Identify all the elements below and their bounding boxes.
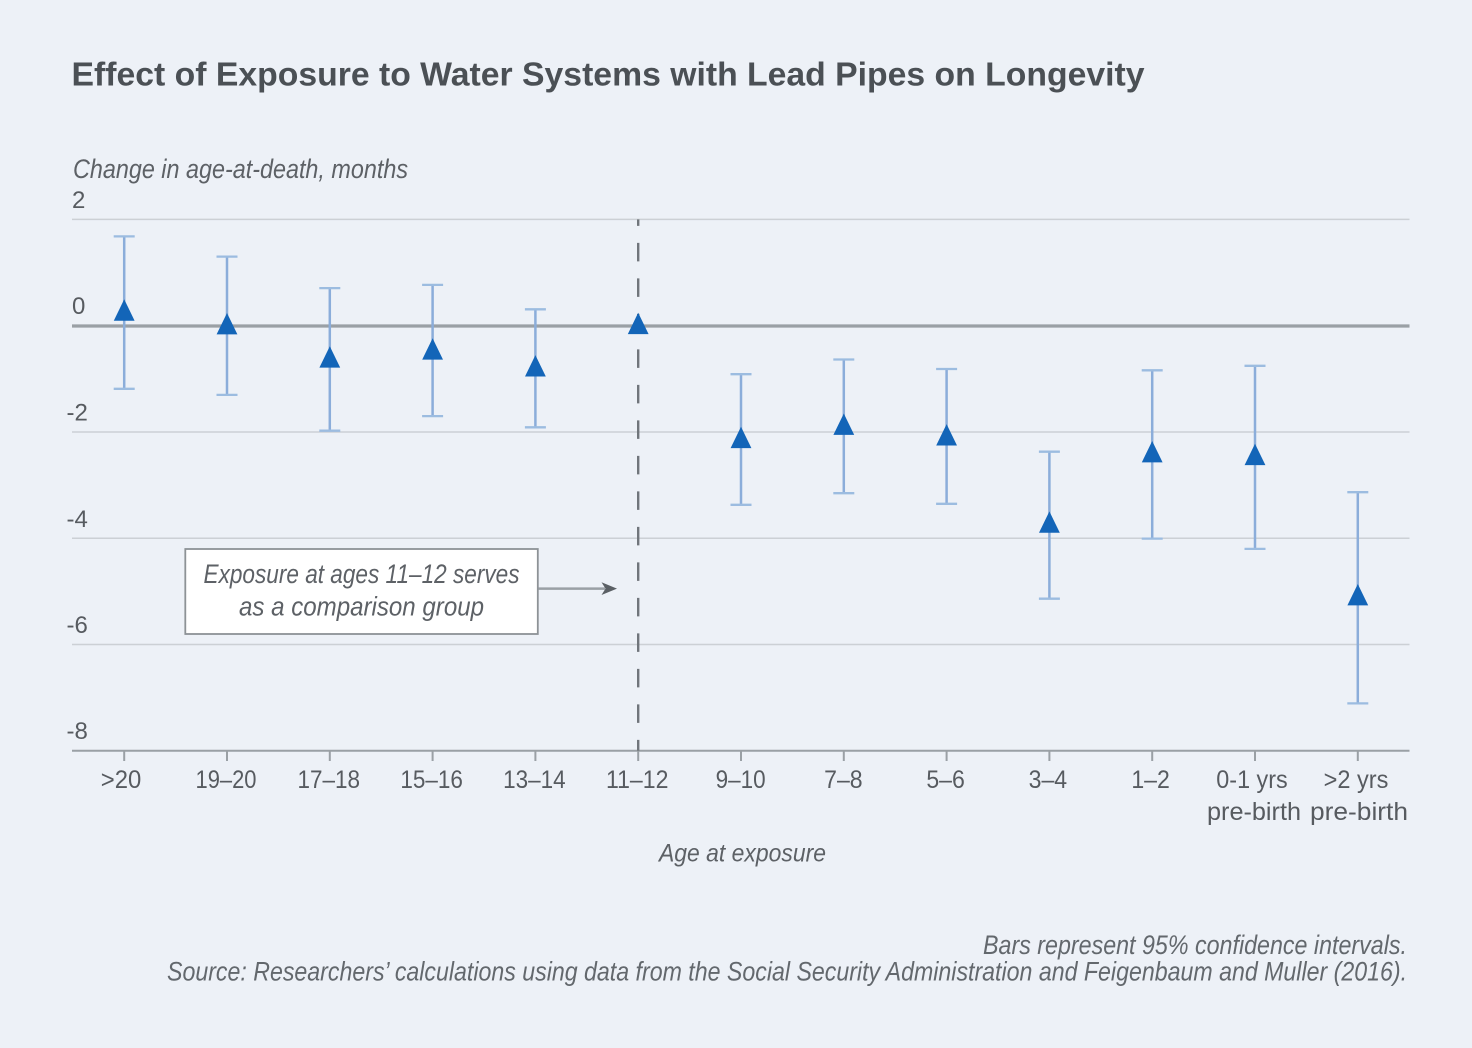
svg-text:13–14: 13–14 [503, 766, 566, 794]
svg-text:1–2: 1–2 [1131, 766, 1170, 794]
svg-text:15–16: 15–16 [400, 766, 463, 794]
svg-text:-8: -8 [67, 718, 88, 745]
svg-text:Age at exposure: Age at exposure [657, 840, 826, 868]
svg-text:pre-birth: pre-birth [1310, 798, 1408, 826]
svg-text:Exposure at ages 11–12 serves: Exposure at ages 11–12 serves [204, 559, 520, 589]
svg-text:pre-birth: pre-birth [1207, 798, 1301, 826]
svg-text:>20: >20 [101, 766, 142, 794]
svg-text:2: 2 [72, 187, 85, 214]
svg-text:9–10: 9–10 [716, 766, 766, 794]
svg-text:Effect of Exposure to Water Sy: Effect of Exposure to Water Systems with… [72, 56, 1146, 93]
svg-text:Change in age-at-death, months: Change in age-at-death, months [73, 154, 408, 184]
svg-text:5–6: 5–6 [926, 766, 965, 794]
svg-text:7–8: 7–8 [824, 766, 863, 794]
svg-text:Bars represent 95% confidence: Bars represent 95% confidence intervals. [983, 930, 1407, 960]
svg-text:19–20: 19–20 [196, 766, 257, 794]
svg-text:>2 yrs: >2 yrs [1324, 766, 1389, 794]
svg-text:3–4: 3–4 [1029, 766, 1068, 794]
svg-text:17–18: 17–18 [298, 766, 361, 794]
svg-text:Source: Researchers’ calculati: Source: Researchers’ calculations using … [167, 957, 1407, 987]
svg-text:as a comparison group: as a comparison group [239, 592, 484, 622]
svg-text:0: 0 [72, 293, 85, 320]
svg-text:-6: -6 [67, 612, 88, 639]
svg-text:-2: -2 [67, 400, 88, 427]
svg-text:-4: -4 [67, 506, 88, 533]
svg-text:0-1 yrs: 0-1 yrs [1216, 766, 1287, 794]
svg-text:11–12: 11–12 [606, 766, 669, 794]
